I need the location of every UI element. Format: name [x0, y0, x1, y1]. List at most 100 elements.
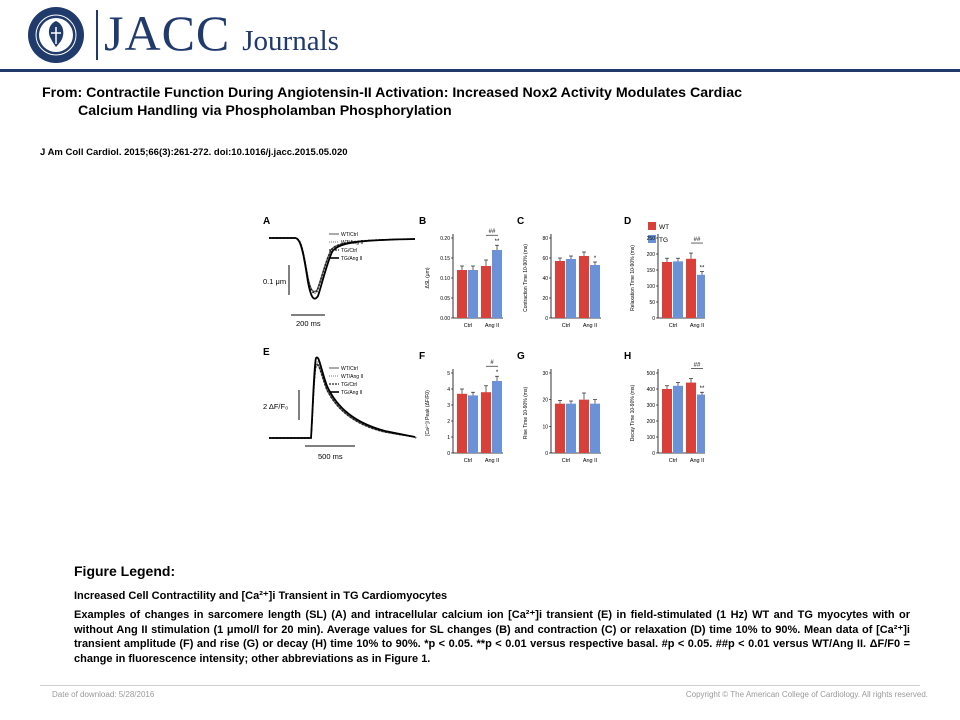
bar-d-1-wt	[686, 258, 696, 318]
bar-panel-b: B ΔSL (μm) 0.00 0.05 0.10 0.15 0.20 Ctrl Ang II *…	[419, 216, 503, 329]
bar-panel-c: C Contraction Time 10-90% (ms) 0 20 40 60 80 Ct…	[517, 216, 601, 329]
bar-panel-g: G Rise Time 10-90% (ms) 0 10 20 30 Ctrl Ang II	[517, 351, 601, 464]
trace-legend-e-0: WT/Ctrl	[341, 366, 358, 372]
trace-legend-e-1: WT/Ang II	[341, 374, 363, 380]
y-tick-label-g-3: 30	[542, 371, 548, 377]
bar-panel-d: D Relaxation Time 10-90% (ms) 0 50 100 150 200…	[624, 216, 705, 329]
title-line-1: From: Contractile Function During Angiot…	[42, 85, 743, 101]
x-label-h-1: Ang II	[690, 458, 705, 464]
bar-c-0-wt	[555, 261, 565, 318]
y-tick-label-g-0: 0	[545, 451, 548, 457]
title-line-2: Calcium Handling via Phospholamban Phosp…	[78, 103, 452, 119]
y-tick-label-f-3: 3	[447, 403, 450, 409]
trace-legend-a-0: WT/Ctrl	[341, 232, 358, 238]
y-tick-label-c-1: 20	[542, 296, 548, 302]
panel-letter-a: A	[263, 216, 270, 227]
header-divider	[96, 10, 98, 60]
y-tick-label-f-4: 4	[447, 387, 450, 393]
trace-legend-a-2: TG/Ctrl	[341, 248, 357, 254]
bar-h-1-tg	[697, 394, 705, 453]
y-tick-label-b-4: 0.20	[440, 236, 450, 242]
y-tick-label-d-0: 0	[652, 316, 655, 322]
bar-f-1-tg	[492, 381, 502, 453]
trace-legend-e-2: TG/Ctrl	[341, 382, 357, 388]
y-tick-label-c-4: 80	[542, 236, 548, 242]
y-tick-label-h-3: 300	[647, 403, 656, 409]
y-tick-label-d-1: 50	[649, 300, 655, 306]
sig-bar-c: *	[594, 256, 597, 262]
figure-legend-heading: Figure Legend:	[74, 563, 176, 579]
y-tick-label-b-3: 0.15	[440, 256, 450, 262]
sig-bar-d: **	[700, 266, 705, 272]
legend-tg-swatch	[648, 235, 656, 243]
legend-wt-label: WT	[659, 224, 669, 231]
ylabel-g: Rise Time 10-90% (ms)	[523, 387, 529, 440]
y-tick-label-d-5: 250	[647, 236, 656, 242]
y-tick-label-b-1: 0.05	[440, 296, 450, 302]
figure-legend-body: Examples of changes in sarcomere length …	[74, 609, 910, 665]
y-tick-label-h-4: 400	[647, 387, 656, 393]
y-tick-label-g-2: 20	[542, 398, 548, 404]
sig-top-f: #	[490, 360, 494, 366]
x-label-b-1: Ang II	[485, 323, 500, 329]
article-citation[interactable]: J Am Coll Cardiol. 2015;66(3):261-272. d…	[40, 147, 348, 158]
ylabel-h: Decay Time 10-90% (ms)	[630, 384, 636, 441]
bar-c-1-tg	[590, 265, 600, 318]
y-tick-label-f-2: 2	[447, 419, 450, 425]
bar-d-0-tg	[673, 261, 683, 318]
y-tick-label-f-0: 0	[447, 451, 450, 457]
bar-b-1-wt	[481, 266, 491, 318]
bar-b-1-tg	[492, 250, 502, 318]
bar-d-0-wt	[662, 262, 672, 318]
y-tick-label-c-2: 40	[542, 276, 548, 282]
trace-e-wtang	[269, 360, 416, 439]
bar-h-0-wt	[662, 389, 672, 453]
bar-g-0-tg	[566, 403, 576, 453]
scale-a-x-label: 200 ms	[296, 319, 321, 328]
bar-h-1-wt	[686, 382, 696, 453]
trace-legend-a: WT/Ctrl WT/Ang II TG/Ctrl TG/Ang II	[329, 232, 363, 262]
y-tick-label-h-2: 200	[647, 419, 656, 425]
bar-f-0-wt	[457, 393, 467, 453]
copyright-notice: Copyright © The American College of Card…	[685, 690, 928, 699]
legend-wt-swatch	[648, 222, 656, 230]
panel-letter-f: F	[419, 351, 425, 362]
trace-e-tgang	[269, 356, 416, 439]
bar-g-1-wt	[579, 399, 589, 453]
y-tick-label-b-0: 0.00	[440, 316, 450, 322]
panel-letter-c: C	[517, 216, 524, 227]
x-label-g-1: Ang II	[583, 458, 598, 464]
bar-panel-f: F [Ca²⁺]i Peak (ΔF/F0) 0 1 2 3 4 5 Ctrl Ang II *#	[419, 351, 503, 464]
x-label-c-0: Ctrl	[562, 323, 571, 329]
sig-bar-b: **	[495, 239, 500, 245]
bar-b-0-wt	[457, 270, 467, 318]
bar-b-0-tg	[468, 270, 478, 318]
bar-g-0-wt	[555, 403, 565, 453]
y-tick-label-d-4: 200	[647, 252, 656, 258]
trace-a-tgang	[269, 237, 416, 300]
brand-sub: Journals	[242, 25, 339, 57]
y-tick-label-c-0: 0	[545, 316, 548, 322]
sig-top-h: ##	[694, 363, 701, 369]
bar-panels: B ΔSL (μm) 0.00 0.05 0.10 0.15 0.20 Ctrl Ang II *…	[419, 216, 705, 464]
bar-h-0-tg	[673, 385, 683, 453]
brand-main: JACC	[104, 5, 231, 61]
y-tick-label-f-1: 1	[447, 435, 450, 441]
bar-f-1-wt	[481, 392, 491, 453]
x-label-b-0: Ctrl	[464, 323, 473, 329]
sig-bar-h: **	[700, 386, 705, 392]
bar-c-0-tg	[566, 259, 576, 318]
footer-rule	[40, 685, 920, 686]
panel-letter-g: G	[517, 351, 525, 362]
panel-letter-b: B	[419, 216, 426, 227]
figure-legend-subtitle: Increased Cell Contractility and [Ca²⁺]i…	[74, 590, 448, 602]
x-label-d-0: Ctrl	[669, 323, 678, 329]
trace-legend-a-3: TG/Ang II	[341, 256, 362, 262]
sig-bar-f: *	[496, 370, 499, 376]
trace-legend-a-1: WT/Ang II	[341, 240, 363, 246]
panel-letter-d: D	[624, 216, 631, 227]
brand-wordmark[interactable]: JACC Journals	[104, 4, 339, 64]
y-tick-label-c-3: 60	[542, 256, 548, 262]
bar-c-1-wt	[579, 256, 589, 318]
ylabel-f: [Ca²⁺]i Peak (ΔF/F0)	[425, 390, 431, 436]
